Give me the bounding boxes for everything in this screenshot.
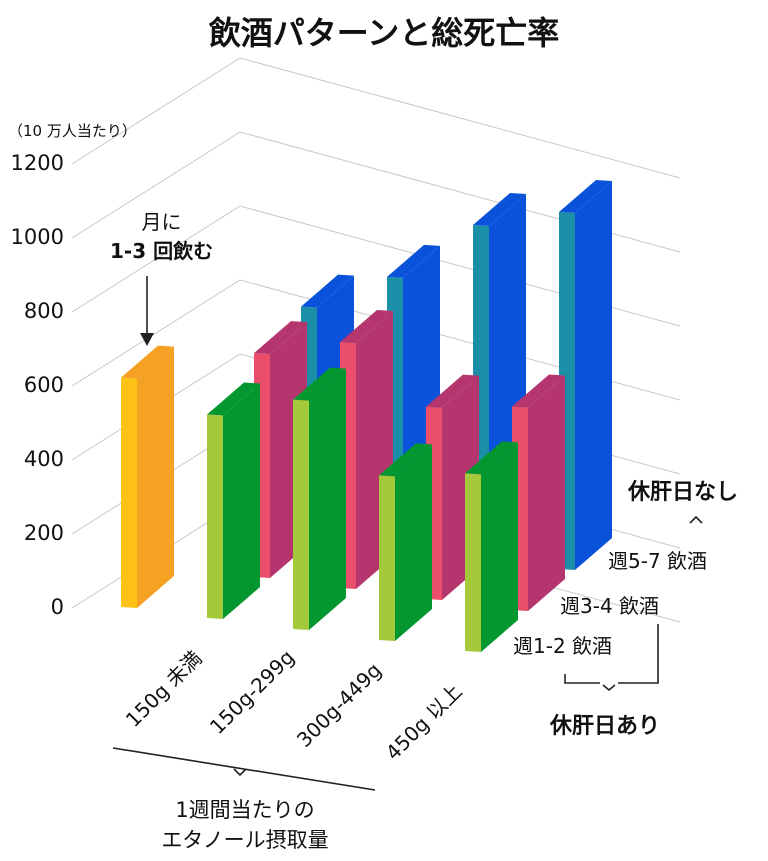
y-tick-label: 200 <box>23 521 64 545</box>
bar <box>293 367 346 630</box>
group-brackets <box>112 515 703 791</box>
gridline <box>71 279 681 401</box>
bar-side <box>395 444 432 641</box>
bar-front <box>121 377 137 608</box>
y-tick-label: 1200 <box>10 151 64 175</box>
bar-top <box>473 193 526 226</box>
bar-side <box>481 442 518 652</box>
bar-top <box>465 441 518 475</box>
y-tick-label: 400 <box>23 447 64 471</box>
bar-front <box>379 475 395 641</box>
bar <box>559 179 612 570</box>
y-tick-label: 600 <box>23 373 64 397</box>
bar-side <box>575 180 612 570</box>
bar-side <box>309 368 346 630</box>
bar <box>207 382 260 619</box>
bar-top <box>207 382 260 416</box>
y-tick-label: 0 <box>50 595 64 619</box>
bar-top <box>426 374 479 408</box>
x-axis-label: 1週間当たりの エタノール摂取量 <box>120 795 370 855</box>
bar-top <box>379 443 432 477</box>
series-label: 週5-7 飲酒 <box>608 549 708 573</box>
bar-front <box>207 414 223 619</box>
group-label-no-rest-day: 休肝日なし <box>628 480 739 505</box>
y-tick-label: 800 <box>23 299 64 323</box>
annotation-line-2: 1-3 回飲む <box>110 239 214 263</box>
bar-top <box>387 244 440 278</box>
annotation-line-1: 月に <box>141 210 182 234</box>
chart-title: 飲酒パターンと総死亡率 <box>208 14 560 52</box>
gridline <box>71 57 681 179</box>
bar-side <box>528 375 565 611</box>
bar-top <box>340 309 393 343</box>
annotation-arrow <box>140 276 154 346</box>
x-axis-label-line: 1週間当たりの <box>175 798 315 822</box>
bar-top <box>254 321 307 355</box>
bar-top <box>301 274 354 308</box>
bar <box>379 443 432 641</box>
bar-side <box>223 383 260 619</box>
bar-front <box>293 399 309 630</box>
bar <box>465 441 518 652</box>
reference-bar <box>121 345 174 608</box>
series-label: 週1-2 飲酒 <box>513 634 613 658</box>
gridline <box>71 205 681 327</box>
reference-annotation: 月に 1-3 回飲む <box>110 206 213 264</box>
y-tick-label: 1000 <box>10 225 64 249</box>
bar-top <box>293 367 346 401</box>
y-axis-unit: （10 万人当たり） <box>8 122 137 140</box>
bar <box>512 374 565 611</box>
series-label: 週3-4 飲酒 <box>560 594 660 618</box>
bar-top <box>121 345 174 379</box>
bar-top <box>512 374 565 408</box>
bars <box>121 179 612 652</box>
gridline <box>71 131 681 253</box>
bar-top <box>559 179 612 213</box>
bar-side <box>137 346 174 608</box>
bar-front <box>465 473 481 652</box>
group-label-rest-day: 休肝日あり <box>550 714 661 739</box>
x-axis-label-line: エタノール摂取量 <box>161 828 329 852</box>
